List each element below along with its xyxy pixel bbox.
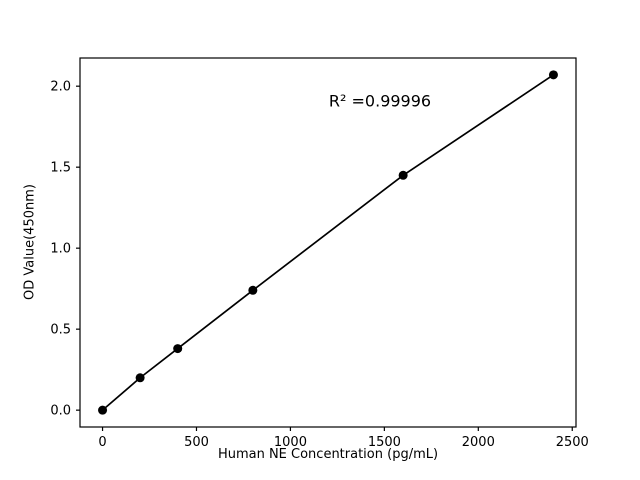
y-tick-label: 2.0	[50, 80, 71, 95]
r-squared-annotation: R² =0.99996	[328, 91, 432, 111]
curve-line	[101, 74, 554, 411]
y-tick-label: 1.5	[50, 161, 71, 176]
data-point-marker	[98, 405, 108, 415]
x-axis-label: Human NE Concentration (pg/mL)	[217, 447, 439, 462]
data-point-marker	[135, 373, 145, 383]
x-tick-label: 2000	[462, 435, 495, 450]
data-point-marker	[248, 285, 258, 295]
y-axis-label: OD Value(450nm)	[22, 184, 38, 300]
data-point-marker	[173, 344, 183, 354]
y-tick-label: 0.5	[50, 323, 71, 338]
y-tick-label: 0.0	[50, 404, 71, 419]
axes-spines	[79, 57, 577, 428]
x-tick-label: 1000	[274, 435, 307, 450]
x-tick-label: 2500	[556, 435, 589, 450]
data-point-marker	[548, 70, 558, 80]
data-point-marker	[398, 170, 408, 180]
y-tick-label: 1.0	[50, 242, 71, 257]
x-tick-label: 0	[98, 435, 106, 450]
x-tick-label: 500	[184, 435, 209, 450]
x-tick-label: 1500	[368, 435, 401, 450]
